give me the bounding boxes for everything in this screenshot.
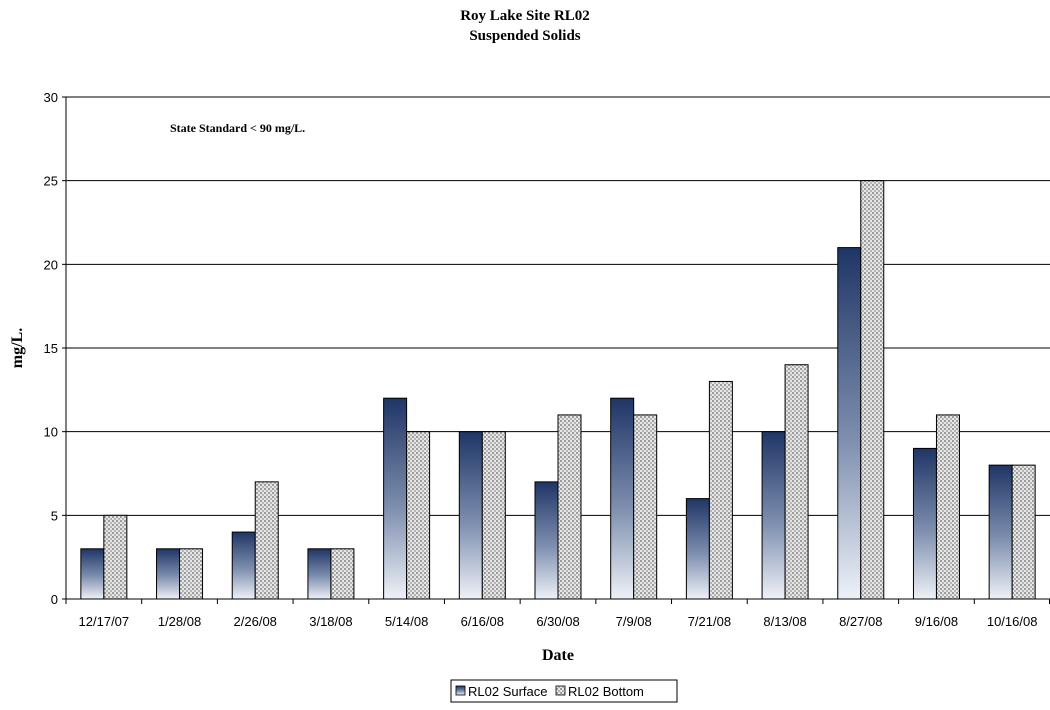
bar-bottom: [481, 431, 506, 600]
bar-bottom: [708, 380, 733, 600]
bar-surface: [534, 481, 559, 600]
y-tick-label: 10: [44, 425, 58, 440]
state-standard-annotation: State Standard < 90 mg/L.: [170, 121, 305, 135]
y-tick-label: 30: [44, 90, 58, 105]
bar-surface: [837, 247, 862, 600]
y-tick-label: 5: [51, 508, 58, 523]
bar-surface: [156, 548, 181, 600]
bar-bottom: [179, 548, 204, 600]
legend-label-bottom: RL02 Bottom: [568, 684, 644, 699]
x-tick-label: 6/16/08: [461, 614, 504, 629]
x-tick-label: 5/14/08: [385, 614, 428, 629]
bar-bottom: [103, 514, 128, 600]
bar-surface: [307, 548, 332, 600]
bar-surface: [685, 498, 710, 600]
x-tick-label: 6/30/08: [536, 614, 579, 629]
chart-subtitle: Suspended Solids: [469, 28, 580, 44]
x-tick-label: 9/16/08: [915, 614, 958, 629]
bar-surface: [231, 531, 256, 600]
bar-bottom: [406, 431, 431, 600]
bar-surface: [988, 464, 1013, 600]
bar-bottom: [330, 548, 355, 600]
legend-swatch-surface: [455, 685, 466, 696]
x-tick-label: 1/28/08: [158, 614, 201, 629]
x-tick-label: 8/27/08: [839, 614, 882, 629]
y-tick-label: 0: [51, 592, 58, 607]
bar-surface: [912, 447, 937, 600]
x-tick-label: 7/9/08: [616, 614, 652, 629]
chart-title: Roy Lake Site RL02: [460, 8, 590, 24]
x-tick-label: 10/16/08: [987, 614, 1038, 629]
bar-bottom: [935, 414, 960, 600]
axes: 0 5 10 15 20 25 30 12/17/07 1/28/08 2/26/08 3/18/0…: [44, 90, 1050, 629]
y-tick-label: 15: [44, 341, 58, 356]
bar-surface: [761, 431, 786, 600]
bar-bottom: [784, 364, 809, 600]
x-tick-label: 8/13/08: [763, 614, 806, 629]
bar-bottom: [860, 180, 885, 600]
bar-bottom: [557, 414, 582, 600]
y-tick-label: 25: [44, 174, 58, 189]
y-tick-label: 20: [44, 257, 58, 272]
bars: [80, 180, 1036, 600]
x-tick-label: 2/26/08: [234, 614, 277, 629]
x-axis-label: Date: [542, 647, 574, 664]
bar-bottom: [254, 481, 279, 600]
legend-swatch-bottom: [555, 685, 566, 696]
bar-surface: [610, 397, 635, 600]
bar-bottom: [1011, 464, 1036, 600]
gridlines: [66, 96, 1050, 516]
y-axis-label: mg/L.: [9, 328, 26, 368]
bar-surface: [458, 431, 483, 600]
x-tick-label: 7/21/08: [688, 614, 731, 629]
x-tick-label: 12/17/07: [79, 614, 130, 629]
bar-surface: [383, 397, 408, 600]
x-tick-label: 3/18/08: [309, 614, 352, 629]
bar-surface: [80, 548, 105, 600]
legend-label-surface: RL02 Surface: [468, 684, 548, 699]
legend: RL02 Surface RL02 Bottom: [450, 679, 678, 703]
bar-bottom: [633, 414, 658, 600]
